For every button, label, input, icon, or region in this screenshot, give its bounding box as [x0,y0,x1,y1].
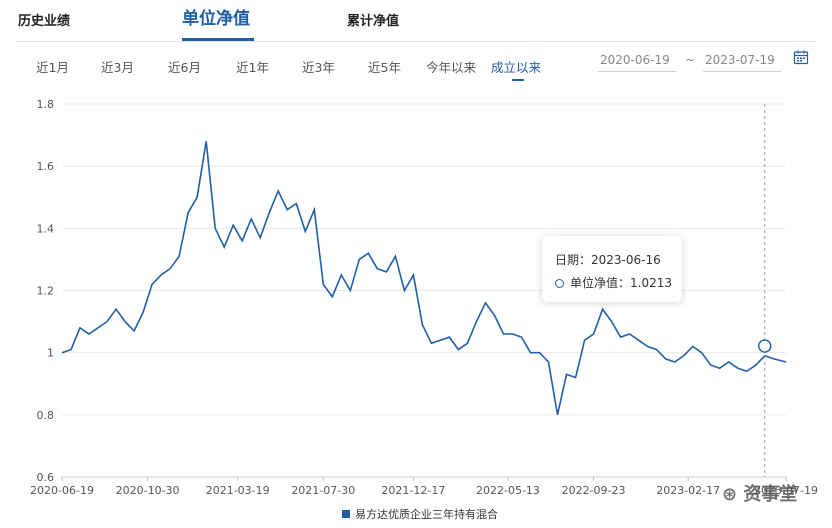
data-tooltip: 日期：2023-06-16 单位净值：1.0213 [542,236,682,302]
start-date-input[interactable] [598,49,676,72]
y-tick-label: 1.8 [37,98,55,111]
tab-divider [16,41,816,42]
range-button-6m[interactable]: 近6月 [168,60,201,75]
y-tick-label: 0.8 [37,409,55,422]
legend-label: 易方达优质企业三年持有混合 [355,508,498,521]
x-tick-label: 2023-02-17 [656,484,720,497]
top-tab-bar: 历史业绩 单位净值 累计净值 [0,0,832,42]
chart-legend[interactable]: 易方达优质企业三年持有混合 [342,506,498,522]
y-tick-label: 1 [47,347,54,360]
active-range-indicator [512,79,524,81]
tab-history-performance[interactable]: 历史业绩 [18,14,71,29]
x-tick-label: 2021-07-30 [291,484,355,497]
series-line-nav [61,141,787,415]
x-tick-label: 2022-09-23 [562,484,626,497]
legend-swatch [342,510,350,518]
tooltip-value-row: 单位净值：1.0213 [555,274,672,291]
range-button-3y[interactable]: 近3年 [302,60,335,75]
range-button-5y[interactable]: 近5年 [368,60,401,75]
y-tick-label: 1.2 [37,285,55,298]
tab-cumulative-nav[interactable]: 累计净值 [347,14,400,29]
active-tab-indicator [182,38,254,41]
x-tick-label: 2023-07-19 [754,484,818,497]
highlight-point[interactable] [758,339,772,353]
x-tick-label: 2022-05-13 [476,484,540,497]
range-button-1m[interactable]: 近1月 [36,60,69,75]
end-date-input[interactable] [703,49,781,72]
nav-line-chart: 0.6 0.8 1 1.2 1.4 1.6 1.8 2020-06-19 2020-10-30… [30,98,818,497]
range-button-ytd[interactable]: 今年以来 [426,60,477,75]
x-tick-label: 2021-03-19 [206,484,270,497]
tooltip-value: 单位净值：1.0213 [570,276,672,290]
range-button-3m[interactable]: 近3月 [101,60,134,75]
range-button-1y[interactable]: 近1年 [236,60,269,75]
y-tick-label: 1.6 [37,160,55,173]
y-tick-label: 0.6 [37,471,55,484]
watermark-logo: ⊛ 资事堂 [722,484,798,505]
tooltip-date: 日期：2023-06-16 [555,253,661,267]
tab-unit-nav[interactable]: 单位净值 [182,9,250,29]
x-tick-label: 2021-12-17 [381,484,445,497]
y-tick-label: 1.4 [37,222,55,235]
x-tick-label: 2020-10-30 [116,484,180,497]
range-button-since-inception[interactable]: 成立以来 [491,60,542,75]
date-separator: ~ [685,53,696,67]
watermark-text: 资事堂 [743,484,798,505]
calendar-icon[interactable] [793,49,809,65]
x-tick-label: 2020-06-19 [30,484,94,497]
tooltip-marker-icon [555,279,564,288]
